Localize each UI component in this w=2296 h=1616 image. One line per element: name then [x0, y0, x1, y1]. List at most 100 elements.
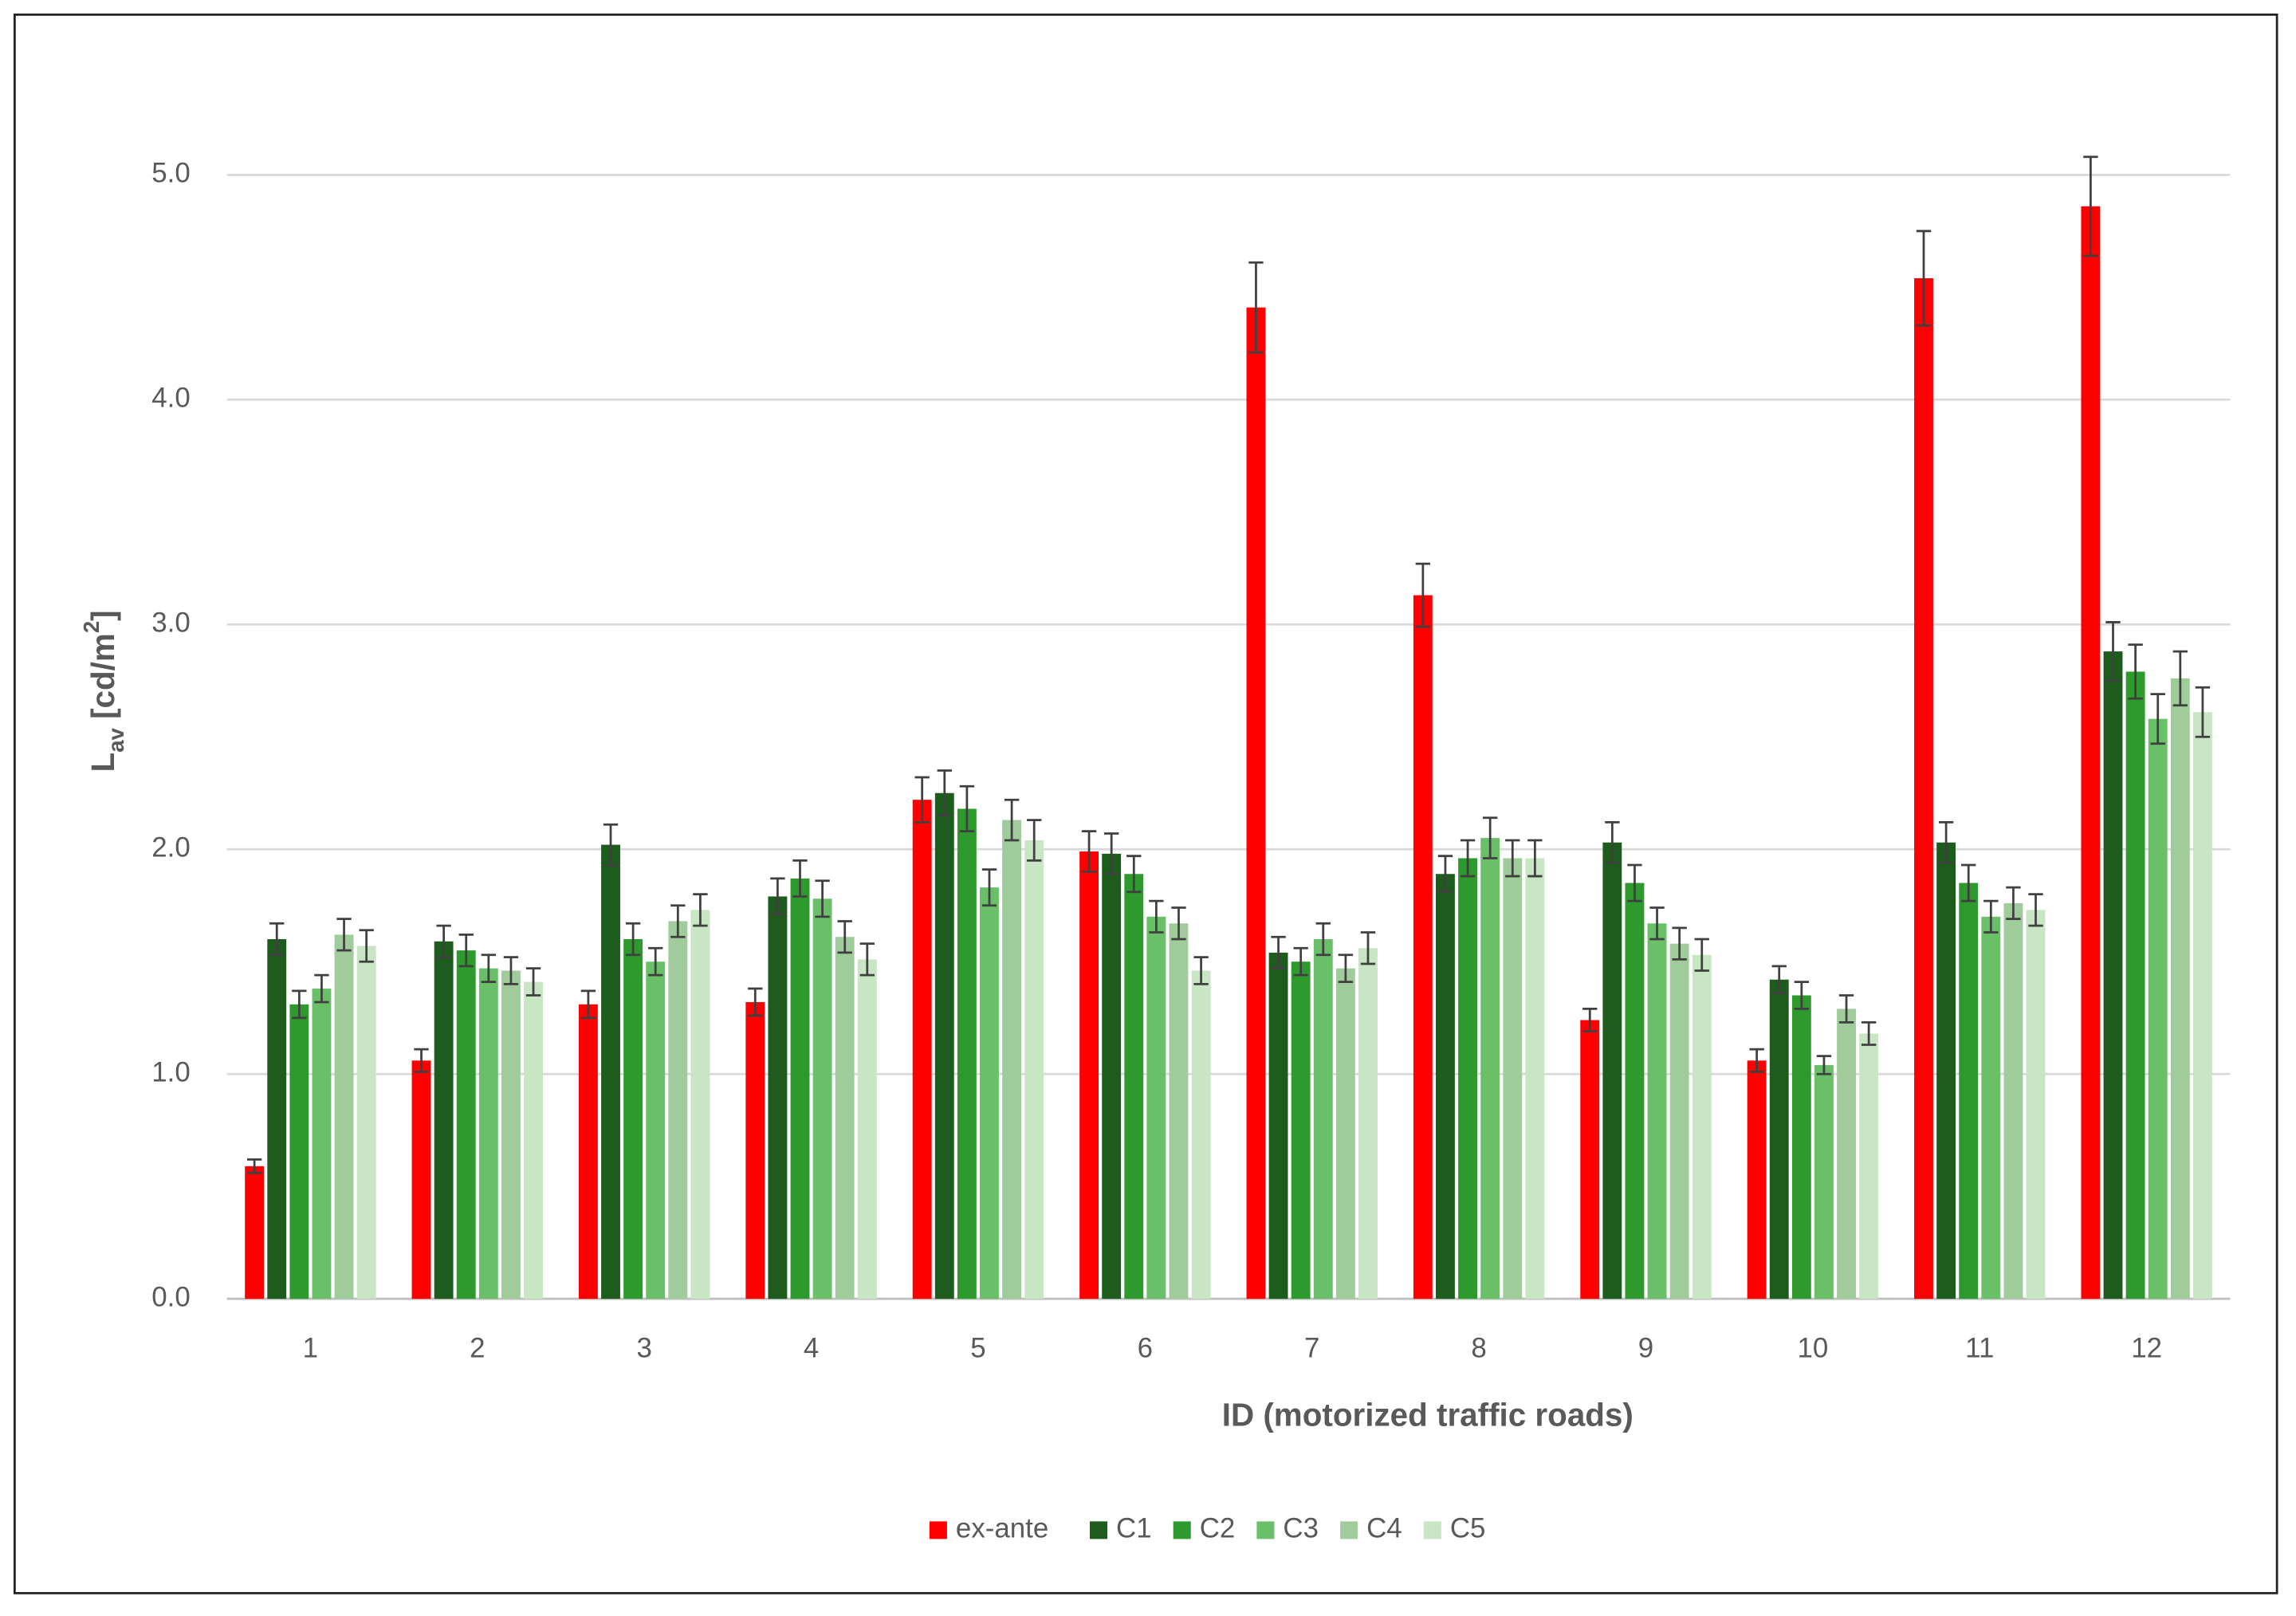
- bar: [2170, 678, 2190, 1299]
- error-bar: [503, 956, 519, 985]
- bar: [2148, 718, 2168, 1299]
- error-bar: [525, 967, 541, 997]
- error-bar: [1771, 965, 1787, 995]
- error-bar: [625, 922, 641, 957]
- x-tick-label: 2: [470, 1333, 485, 1364]
- error-bar: [1171, 906, 1186, 941]
- y-axis-label-part: L: [85, 753, 121, 773]
- bar: [1769, 979, 1789, 1299]
- y-tick-label: 3.0: [151, 607, 190, 638]
- bar: [2081, 206, 2101, 1299]
- bar: [1692, 954, 1712, 1299]
- bar: [478, 968, 498, 1299]
- bar: [768, 896, 788, 1299]
- legend-label: C3: [1283, 1513, 1319, 1544]
- error-bar: [1961, 863, 1976, 902]
- error-bar: [414, 1048, 429, 1073]
- error-bar: [914, 776, 930, 824]
- error-bar: [314, 973, 329, 1004]
- error-bar: [1649, 906, 1665, 941]
- error-bar: [1149, 899, 1164, 934]
- bar: [2125, 671, 2145, 1299]
- y-tick-label: 1.0: [151, 1056, 190, 1087]
- error-bar: [1838, 994, 1854, 1024]
- bar: [501, 970, 521, 1299]
- error-bar: [648, 946, 663, 977]
- error-bar: [1527, 839, 1543, 878]
- error-bar: [748, 987, 763, 1017]
- error-bar: [1916, 230, 1932, 327]
- x-tick-label: 9: [1638, 1333, 1653, 1364]
- error-bar: [2128, 643, 2143, 700]
- bar: [1458, 858, 1477, 1299]
- bar: [1580, 1020, 1600, 1299]
- y-axis-label-part: av: [104, 727, 128, 752]
- bar: [1959, 883, 1979, 1299]
- bar: [245, 1166, 265, 1299]
- bar: [1268, 952, 1288, 1299]
- error-bar: [359, 929, 374, 963]
- bar: [411, 1060, 431, 1299]
- error-bar: [2150, 693, 2165, 745]
- legend-label: C2: [1200, 1513, 1236, 1544]
- error-bar: [2006, 886, 2021, 921]
- error-bar: [1672, 926, 1687, 961]
- error-bar: [269, 922, 285, 957]
- legend-swatch: [1089, 1521, 1108, 1539]
- error-bar: [815, 879, 830, 918]
- bar: [1747, 1060, 1767, 1299]
- error-bar: [458, 933, 474, 968]
- bar: [1936, 842, 1956, 1299]
- bar: [812, 898, 832, 1299]
- x-axis-label: ID (motorized traffic roads): [1222, 1397, 1634, 1433]
- error-bar: [1004, 798, 1020, 842]
- x-tick-label: 5: [970, 1333, 985, 1364]
- bar: [835, 937, 855, 1299]
- error-bar: [1627, 863, 1642, 902]
- bar: [2003, 902, 2023, 1299]
- bar: [334, 934, 354, 1299]
- chart-frame: [13, 13, 2278, 1594]
- error-bar: [1582, 1008, 1598, 1033]
- bar: [1914, 278, 1933, 1299]
- legend-label: C5: [1450, 1513, 1486, 1544]
- error-bar: [1861, 1020, 1877, 1046]
- bar: [1837, 1009, 1856, 1299]
- x-tick-label: 1: [303, 1333, 318, 1364]
- error-bar: [1460, 839, 1476, 878]
- bar: [623, 939, 643, 1299]
- legend-swatch: [1256, 1521, 1275, 1539]
- bar: [1024, 839, 1044, 1299]
- bar: [1602, 842, 1622, 1299]
- error-bar: [1271, 935, 1286, 970]
- legend-label: ex-ante: [956, 1513, 1048, 1544]
- error-bar: [336, 918, 352, 952]
- bar: [1669, 943, 1689, 1299]
- bar: [2026, 910, 2046, 1299]
- x-tick-label: 8: [1471, 1333, 1486, 1364]
- error-bar: [1103, 832, 1119, 875]
- error-bar: [1315, 922, 1331, 957]
- y-axis-label-part: ]: [85, 610, 121, 620]
- error-bar: [580, 989, 596, 1020]
- bar: [578, 1004, 598, 1299]
- bar: [690, 910, 710, 1299]
- error-bar: [292, 989, 307, 1020]
- bar: [1002, 820, 1022, 1299]
- bar: [1246, 307, 1266, 1299]
- error-bar: [2083, 155, 2098, 258]
- bar: [912, 800, 932, 1299]
- bar: [1335, 968, 1355, 1299]
- bar: [790, 878, 810, 1299]
- bar: [1791, 995, 1811, 1299]
- error-bar: [1816, 1055, 1832, 1075]
- y-tick-label: 0.0: [151, 1281, 190, 1312]
- bar: [524, 981, 543, 1299]
- error-bar: [2028, 893, 2043, 927]
- error-bar: [959, 784, 975, 833]
- bar: [668, 921, 688, 1299]
- bar: [1859, 1033, 1879, 1299]
- bar: [1436, 874, 1455, 1299]
- bar: [1413, 595, 1433, 1299]
